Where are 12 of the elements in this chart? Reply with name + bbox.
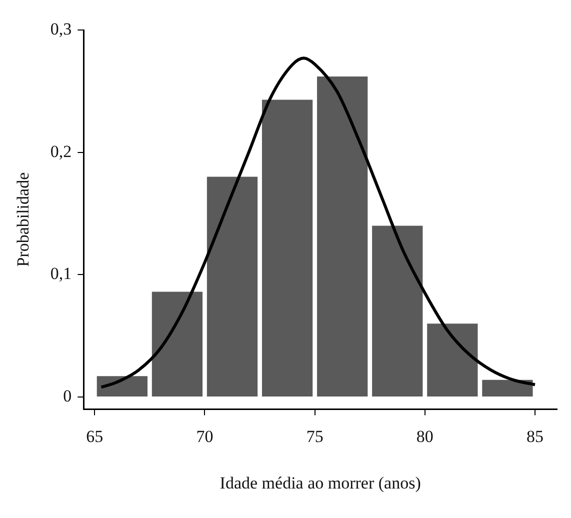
x-tick-label: 80 xyxy=(416,426,434,446)
x-tick-label: 85 xyxy=(526,426,544,446)
x-axis-title: Idade média ao morrer (anos) xyxy=(220,473,421,492)
y-tick-label: 0,3 xyxy=(50,19,72,38)
x-tick-label: 65 xyxy=(86,426,104,446)
y-tick-label: 0,2 xyxy=(50,142,72,161)
x-tick-label: 75 xyxy=(306,426,324,446)
y-axis-title: Probabilidade xyxy=(14,172,33,267)
line-series xyxy=(100,56,536,389)
y-tick-label: 0 xyxy=(63,386,72,406)
x-tick-label: 70 xyxy=(196,426,214,446)
y-tick-label: 0,1 xyxy=(50,264,72,284)
